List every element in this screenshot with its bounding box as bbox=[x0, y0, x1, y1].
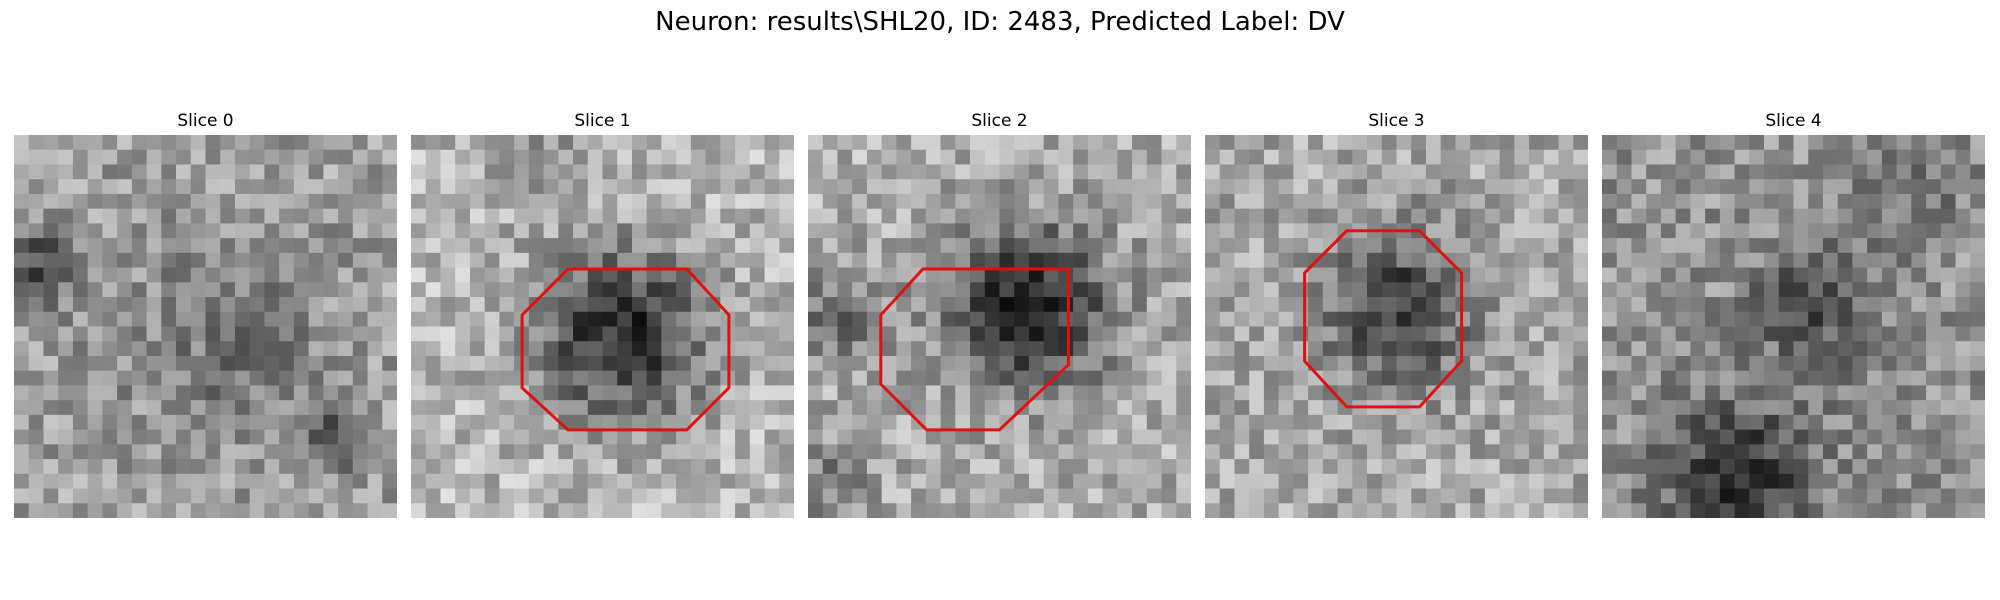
slice-image bbox=[808, 135, 1191, 518]
slice-panel-0: Slice 0 bbox=[14, 107, 397, 518]
slice-panel-4: Slice 4 bbox=[1602, 107, 1985, 518]
slice-image bbox=[411, 135, 794, 518]
slice-panel-2: Slice 2 bbox=[808, 107, 1191, 518]
slice-title: Slice 4 bbox=[1765, 111, 1822, 131]
soma-outline bbox=[1303, 229, 1464, 409]
slice-image bbox=[14, 135, 397, 518]
slice-title: Slice 2 bbox=[971, 111, 1028, 131]
slice-image bbox=[1602, 135, 1985, 518]
slice-image bbox=[1205, 135, 1588, 518]
soma-outline bbox=[520, 267, 731, 432]
slice-panel-3: Slice 3 bbox=[1205, 107, 1588, 518]
slice-title: Slice 3 bbox=[1368, 111, 1425, 131]
soma-outline bbox=[879, 267, 1070, 432]
figure-title: Neuron: results\SHL20, ID: 2483, Predict… bbox=[655, 7, 1345, 37]
slice-title: Slice 0 bbox=[177, 111, 234, 131]
slice-panel-1: Slice 1 bbox=[411, 107, 794, 518]
slice-title: Slice 1 bbox=[574, 111, 631, 131]
